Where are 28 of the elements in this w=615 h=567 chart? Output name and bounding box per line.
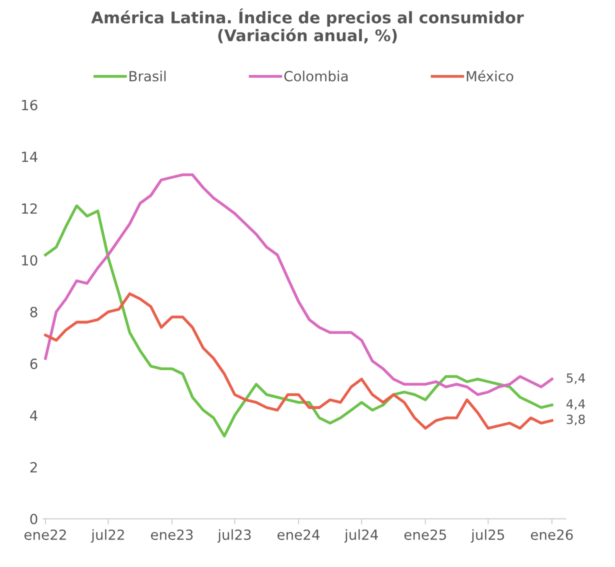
x-tick-label: ene22 xyxy=(24,529,66,540)
x-tick-label: ene26 xyxy=(530,529,573,540)
data-label: 4,4 xyxy=(566,399,585,410)
y-tick-label: 14 xyxy=(22,152,38,162)
line-series xyxy=(44,173,554,396)
legend-label: Brasil xyxy=(130,70,166,82)
y-tick-label: 12 xyxy=(22,203,37,214)
y-tick-label: 10 xyxy=(22,255,38,266)
data-label: 5,4 xyxy=(566,373,585,384)
x-tick-label: ene23 xyxy=(150,529,193,540)
y-tick-label: 0 xyxy=(30,514,38,524)
x-tick-label: jul22 xyxy=(90,529,124,543)
data-label: 3,8 xyxy=(566,414,585,426)
x-tick-label: ene25 xyxy=(404,529,446,540)
y-tick-label: 6 xyxy=(30,358,38,370)
legend-label: México xyxy=(466,70,514,82)
y-tick-label: 16 xyxy=(22,100,38,110)
chart-title: América Latina. Índice de precios al consumidor (Variación anual, %) xyxy=(91,8,524,44)
x-tick-label: ene24 xyxy=(278,529,320,540)
line-series xyxy=(44,292,554,430)
x-tick-label: jul25 xyxy=(470,529,504,543)
line-series xyxy=(44,204,554,438)
y-tick-label: 8 xyxy=(30,306,38,318)
legend-label: Colombia xyxy=(284,70,348,82)
x-tick-label: jul24 xyxy=(344,529,378,543)
x-tick-label: jul23 xyxy=(217,529,251,543)
y-tick-label: 2 xyxy=(30,462,37,472)
y-tick-label: 4 xyxy=(30,410,38,421)
